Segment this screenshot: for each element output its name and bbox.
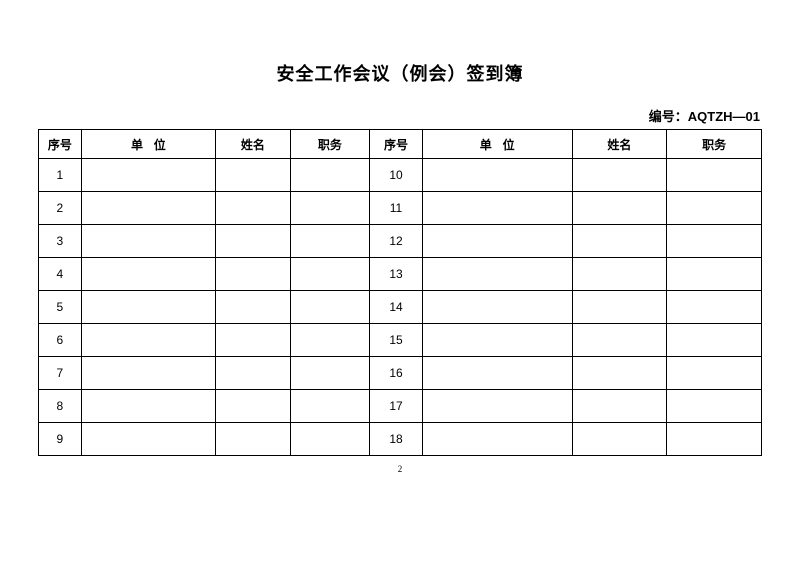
- cell-name-left: [216, 357, 290, 390]
- cell-seq-right: 12: [370, 225, 423, 258]
- cell-unit-right: [422, 258, 572, 291]
- cell-name-left: [216, 324, 290, 357]
- cell-seq-right: 18: [370, 423, 423, 456]
- cell-unit-left: [81, 225, 215, 258]
- col-duty-left: 职务: [290, 130, 370, 159]
- cell-name-right: [572, 291, 667, 324]
- cell-duty-right: [667, 258, 762, 291]
- table-row: 2 11: [39, 192, 762, 225]
- cell-seq-left: 6: [39, 324, 82, 357]
- table-body: 1 10 2 11 3 12 4 13 5 14 6 15 7 16 8 17 9 18: [39, 159, 762, 456]
- document-title: 安全工作会议（例会）签到簿: [38, 60, 762, 86]
- cell-unit-right: [422, 324, 572, 357]
- signin-table: 序号 单位 姓名 职务 序号 单位 姓名 职务 1102113124135146…: [38, 129, 762, 456]
- cell-unit-left: [81, 291, 215, 324]
- cell-name-left: [216, 423, 290, 456]
- cell-seq-right: 10: [370, 159, 423, 192]
- cell-seq-left: 8: [39, 390, 82, 423]
- cell-unit-right: [422, 390, 572, 423]
- col-unit-left: 单位: [81, 130, 215, 159]
- cell-unit-right: [422, 192, 572, 225]
- cell-name-left: [216, 258, 290, 291]
- cell-seq-right: 17: [370, 390, 423, 423]
- table-row: 4 13: [39, 258, 762, 291]
- cell-name-left: [216, 225, 290, 258]
- cell-duty-left: [290, 291, 370, 324]
- table-row: 6 15: [39, 324, 762, 357]
- cell-unit-left: [81, 192, 215, 225]
- cell-name-right: [572, 225, 667, 258]
- cell-unit-right: [422, 423, 572, 456]
- unit-label-left: 单位: [120, 138, 176, 152]
- cell-unit-right: [422, 225, 572, 258]
- cell-duty-right: [667, 390, 762, 423]
- cell-name-right: [572, 258, 667, 291]
- cell-duty-left: [290, 159, 370, 192]
- unit-label-right: 单位: [469, 138, 525, 152]
- cell-seq-left: 1: [39, 159, 82, 192]
- cell-seq-left: 3: [39, 225, 82, 258]
- cell-duty-right: [667, 159, 762, 192]
- cell-seq-right: 15: [370, 324, 423, 357]
- cell-unit-left: [81, 357, 215, 390]
- table-row: 5 14: [39, 291, 762, 324]
- col-duty-right: 职务: [667, 130, 762, 159]
- cell-unit-right: [422, 357, 572, 390]
- cell-duty-right: [667, 291, 762, 324]
- cell-seq-left: 2: [39, 192, 82, 225]
- cell-unit-left: [81, 159, 215, 192]
- cell-duty-left: [290, 192, 370, 225]
- table-row: 9 18: [39, 423, 762, 456]
- cell-name-right: [572, 192, 667, 225]
- cell-duty-left: [290, 357, 370, 390]
- col-name-left: 姓名: [216, 130, 290, 159]
- cell-name-left: [216, 159, 290, 192]
- cell-name-right: [572, 324, 667, 357]
- cell-unit-right: [422, 291, 572, 324]
- cell-name-left: [216, 291, 290, 324]
- cell-name-right: [572, 390, 667, 423]
- cell-duty-left: [290, 390, 370, 423]
- page-number: 2: [38, 464, 762, 474]
- cell-name-right: [572, 423, 667, 456]
- cell-unit-left: [81, 390, 215, 423]
- cell-duty-left: [290, 258, 370, 291]
- cell-name-right: [572, 357, 667, 390]
- cell-duty-right: [667, 357, 762, 390]
- cell-seq-right: 16: [370, 357, 423, 390]
- cell-unit-right: [422, 159, 572, 192]
- document-code: 编号：AQTZH—01: [38, 106, 762, 125]
- cell-unit-left: [81, 324, 215, 357]
- cell-unit-left: [81, 423, 215, 456]
- cell-name-left: [216, 192, 290, 225]
- cell-duty-right: [667, 192, 762, 225]
- table-row: 3 12: [39, 225, 762, 258]
- cell-seq-right: 14: [370, 291, 423, 324]
- cell-name-left: [216, 390, 290, 423]
- cell-unit-left: [81, 258, 215, 291]
- document-page: 安全工作会议（例会）签到簿 编号：AQTZH—01 序号 单位 姓名 职务 序号…: [0, 0, 800, 474]
- table-header-row: 序号 单位 姓名 职务 序号 单位 姓名 职务: [39, 130, 762, 159]
- cell-duty-right: [667, 225, 762, 258]
- col-unit-right: 单位: [422, 130, 572, 159]
- col-seq-right: 序号: [370, 130, 423, 159]
- cell-duty-left: [290, 225, 370, 258]
- cell-duty-right: [667, 324, 762, 357]
- cell-seq-left: 9: [39, 423, 82, 456]
- table-row: 8 17: [39, 390, 762, 423]
- cell-seq-left: 4: [39, 258, 82, 291]
- cell-duty-left: [290, 324, 370, 357]
- col-name-right: 姓名: [572, 130, 667, 159]
- cell-seq-right: 13: [370, 258, 423, 291]
- table-row: 1 10: [39, 159, 762, 192]
- col-seq-left: 序号: [39, 130, 82, 159]
- cell-seq-right: 11: [370, 192, 423, 225]
- cell-seq-left: 7: [39, 357, 82, 390]
- cell-name-right: [572, 159, 667, 192]
- table-row: 7 16: [39, 357, 762, 390]
- cell-duty-left: [290, 423, 370, 456]
- cell-duty-right: [667, 423, 762, 456]
- cell-seq-left: 5: [39, 291, 82, 324]
